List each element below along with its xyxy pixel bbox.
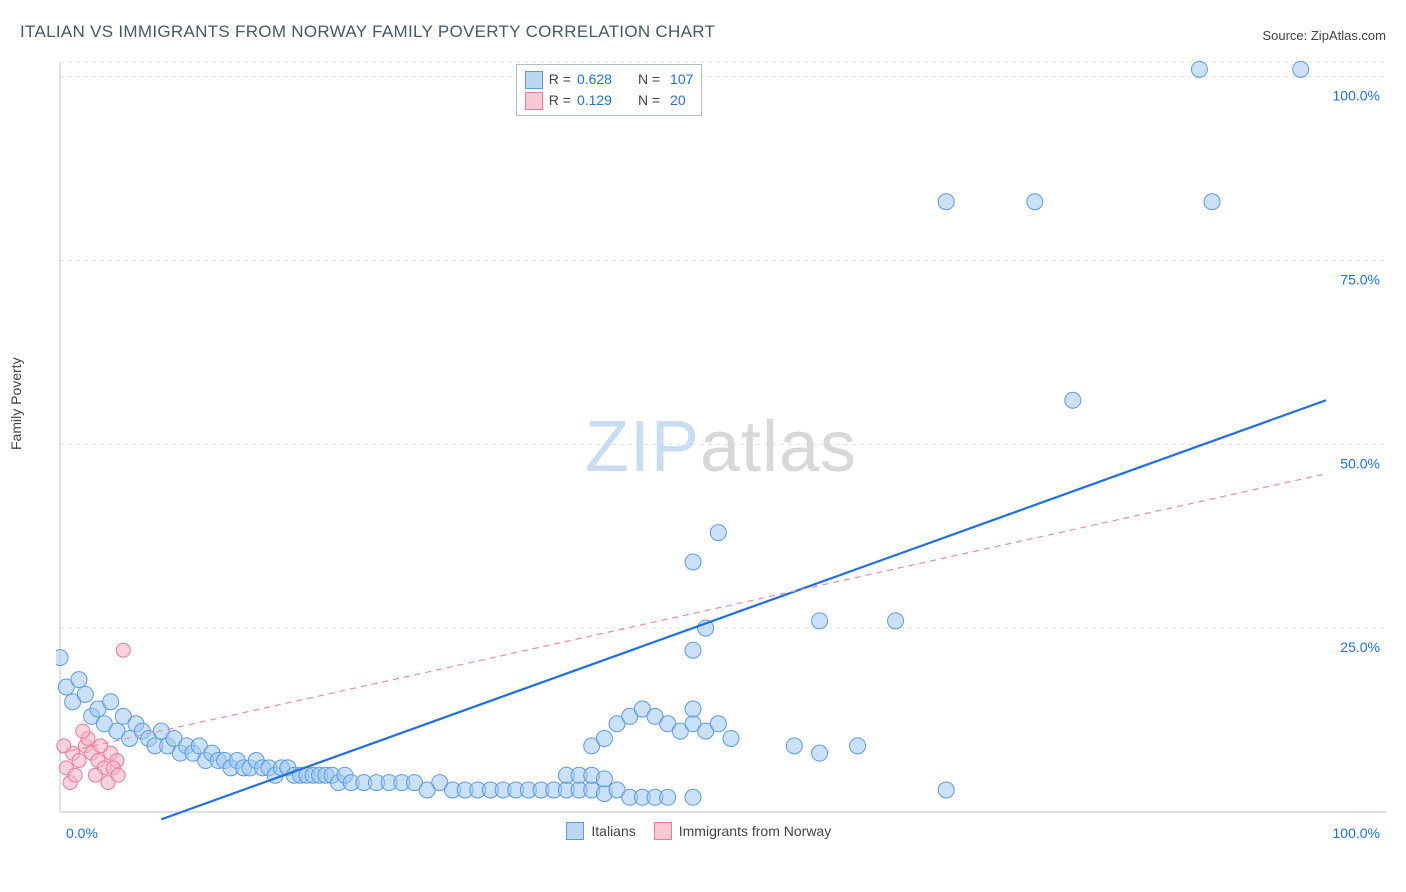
source-site: ZipAtlas.com [1311,28,1386,43]
trend-line [161,400,1326,819]
data-point [812,613,828,629]
data-point [786,738,802,754]
legend-row: R = 0.628 N = 107 [525,69,694,90]
y-tick-label: 75.0% [1340,272,1380,288]
chart-svg: 25.0% 50.0% 75.0% 100.0% 0.0% 100.0% [56,56,1386,846]
data-point [1065,392,1081,408]
data-point [685,642,701,658]
legend-row: R = 0.129 N = 20 [525,90,694,111]
data-point [1027,194,1043,210]
data-point [1293,61,1309,77]
legend-label: Italians [591,823,635,839]
legend-swatch [525,92,543,110]
data-point [68,768,82,782]
data-point [88,768,102,782]
x-tick-label: 100.0% [1333,825,1380,841]
r-label: R = [549,69,571,90]
data-point [1191,61,1207,77]
r-value: 0.628 [577,69,612,90]
legend-label: Immigrants from Norway [679,823,831,839]
data-point [710,525,726,541]
data-point [685,554,701,570]
x-tick-label: 0.0% [66,825,98,841]
y-tick-label: 50.0% [1340,455,1380,471]
data-point [596,771,612,787]
data-point [850,738,866,754]
n-value: 20 [666,90,685,111]
n-label: N = [638,69,660,90]
data-point [723,730,739,746]
r-label: R = [549,90,571,111]
data-point [116,643,130,657]
data-point [77,686,93,702]
legend-item: Italians [566,822,635,840]
data-point [888,613,904,629]
legend-item: Immigrants from Norway [654,822,831,840]
data-point [938,194,954,210]
data-point [596,730,612,746]
chart-plot-area: 25.0%50.0%75.0%100.0%0.0%100.0% ZIPatlas… [56,56,1386,846]
chart-title: ITALIAN VS IMMIGRANTS FROM NORWAY FAMILY… [20,22,715,42]
data-point [56,650,68,666]
n-value: 107 [666,69,693,90]
data-point [1204,194,1220,210]
legend-swatch [566,822,584,840]
data-point [660,789,676,805]
legend-swatch [654,822,672,840]
y-axis-label: Family Poverty [8,357,24,450]
n-label: N = [638,90,660,111]
data-point [938,782,954,798]
r-value: 0.129 [577,90,612,111]
data-point [76,724,90,738]
data-point [685,789,701,805]
source-attribution: Source: ZipAtlas.com [1262,28,1386,43]
data-point [111,768,125,782]
data-point [72,754,86,768]
legend-correlation-box: R = 0.628 N = 107 R = 0.129 N = 20 [516,64,703,116]
source-label: Source: [1262,28,1310,43]
data-point [710,716,726,732]
legend-swatch [525,71,543,89]
data-point [685,701,701,717]
data-point [103,694,119,710]
data-point [71,672,87,688]
data-point [812,745,828,761]
legend-series: Italians Immigrants from Norway [566,822,831,840]
data-point [57,739,71,753]
y-tick-label: 100.0% [1333,88,1380,104]
y-tick-label: 25.0% [1340,639,1380,655]
